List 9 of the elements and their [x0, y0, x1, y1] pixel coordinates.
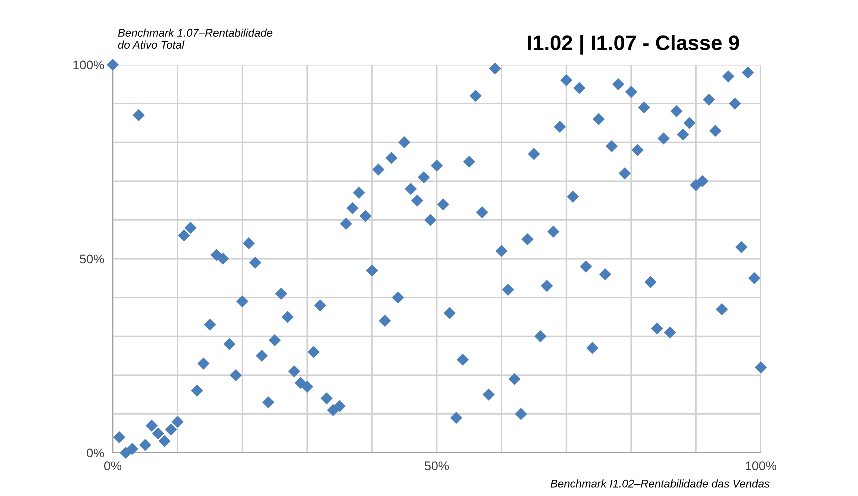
chart-title: I1.02 | I1.07 - Classe 9 — [528, 35, 740, 55]
y-tick-label: 100% — [74, 60, 104, 70]
y-axis-title: Benchmark 1.07–Rentabilidade do Ativo Total — [118, 28, 273, 49]
x-tick-label: 100% — [746, 462, 777, 471]
y-tick-label: 50% — [80, 254, 104, 264]
x-tick-label: 50% — [424, 462, 450, 471]
y-tick-label: 0% — [87, 448, 104, 458]
x-axis-title: Benchmark I1.02–Rentabilidade das Vendas — [550, 480, 770, 488]
x-tick-label: 0% — [104, 462, 122, 471]
